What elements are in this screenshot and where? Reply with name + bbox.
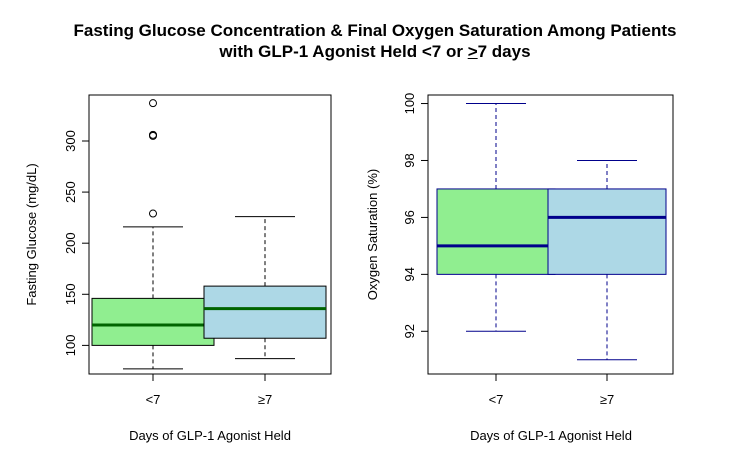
chart-panel-2: 92 94 96 98 100 Oxygen Saturation (%) <7 ≥7 Days… [365, 93, 674, 443]
x-axis-title: Days of GLP-1 Agonist Held [129, 428, 291, 443]
iqr-box [547, 188, 667, 275]
title-line-2-suffix: 7 days [477, 42, 531, 61]
box-2 [203, 216, 327, 360]
title-line-2-underlined: > [467, 42, 478, 61]
box-1 [436, 103, 556, 332]
y-tick-label: 96 [402, 210, 417, 224]
x-tick-label: <7 [146, 392, 161, 407]
chart-title-line-2: with GLP-1 Agonist Held <7 or >7 days [0, 41, 750, 63]
x-tick-label: <7 [489, 392, 504, 407]
outlier-point [149, 209, 157, 218]
y-tick-label: 150 [63, 283, 78, 305]
title-line-2-prefix: with GLP-1 Agonist Held <7 or [219, 42, 468, 61]
plot-frame [88, 94, 332, 375]
outlier-point [149, 130, 157, 139]
chart-title-line-1: Fasting Glucose Concentration & Final Ox… [73, 21, 677, 40]
chart-panel-1: 100 150 200 250 300 Fasting Glucose (mg/dL) <7… [24, 94, 332, 443]
y-tick-label: 250 [63, 181, 78, 203]
x-tick-label: ≥7 [258, 392, 272, 407]
y-tick-label: 200 [63, 232, 78, 254]
y-tick-label: 100 [402, 93, 417, 115]
iqr-box [91, 297, 215, 346]
x-tick-label: ≥7 [600, 392, 614, 407]
y-tick-label: 98 [402, 153, 417, 167]
y-tick-label: 92 [402, 324, 417, 338]
y-tick-label: 300 [63, 130, 78, 152]
plot-frame [427, 94, 674, 375]
y-tick-label: 94 [402, 267, 417, 281]
y-axis-title: Oxygen Saturation (%) [365, 169, 380, 301]
x-axis-title: Days of GLP-1 Agonist Held [470, 428, 632, 443]
box-2 [547, 159, 667, 361]
outlier-point [149, 99, 157, 108]
iqr-box [203, 285, 327, 339]
box-1 [91, 99, 215, 370]
y-axis-title: Fasting Glucose (mg/dL) [24, 163, 39, 305]
iqr-box [436, 188, 556, 275]
y-tick-label: 100 [63, 335, 78, 357]
